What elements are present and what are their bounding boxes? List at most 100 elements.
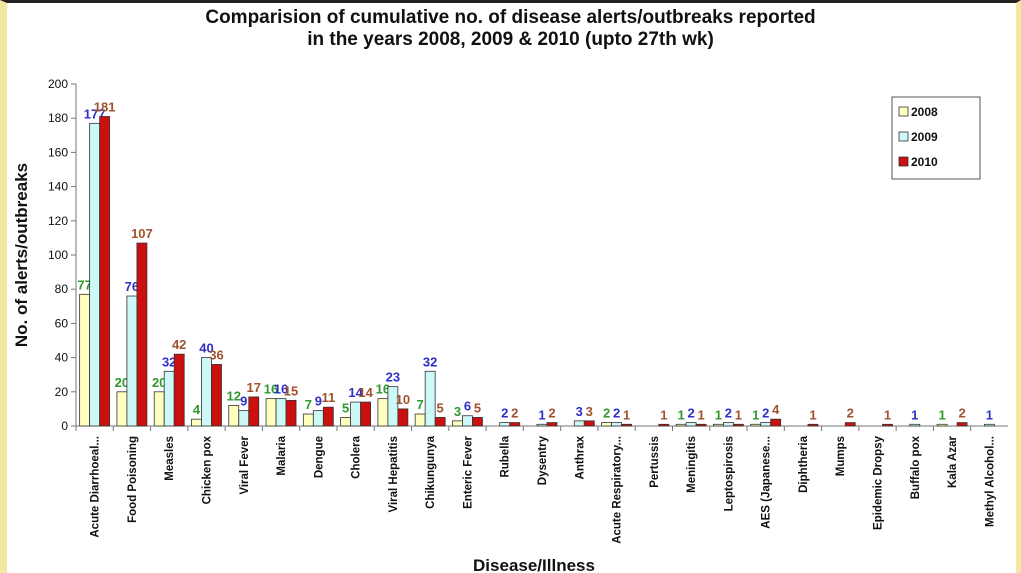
bar-2010 bbox=[322, 406, 334, 427]
x-tick-label: Dysentry bbox=[537, 435, 549, 485]
data-label-2009: 14 bbox=[348, 385, 363, 400]
bar-2008 bbox=[265, 398, 277, 427]
bar-2009 bbox=[275, 398, 287, 427]
bar-2010 bbox=[956, 422, 968, 427]
bar-2010 bbox=[621, 423, 632, 427]
data-label-2010: 15 bbox=[284, 383, 298, 398]
data-label-2009: 32 bbox=[423, 354, 437, 369]
x-tick-label: Cholera bbox=[351, 435, 363, 478]
y-tick-label: 40 bbox=[55, 351, 69, 365]
bar-2010 bbox=[658, 423, 670, 427]
data-label-2009: 3 bbox=[576, 404, 583, 419]
data-label-2010: 1 bbox=[809, 407, 816, 422]
data-label-2010: 2 bbox=[847, 406, 854, 421]
data-label-2009: 1 bbox=[911, 407, 918, 422]
bar-2009 bbox=[723, 422, 734, 427]
data-label-2008: 1 bbox=[678, 407, 685, 422]
bar-2008 bbox=[601, 422, 612, 427]
bar-2010 bbox=[285, 399, 297, 427]
bar-2010 bbox=[807, 423, 819, 427]
bar-2009 bbox=[126, 295, 138, 427]
bar-2009 bbox=[909, 423, 921, 427]
bar-2008 bbox=[191, 418, 202, 427]
data-label-2008: 5 bbox=[342, 400, 349, 415]
bar-2009 bbox=[536, 423, 548, 427]
data-label-2009: 6 bbox=[464, 399, 471, 414]
x-tick-label: Acute Diarrhoeal... bbox=[90, 436, 102, 538]
x-tick-label: Leptospirosis bbox=[723, 436, 735, 511]
bar-2009 bbox=[424, 370, 436, 427]
y-tick-label: 0 bbox=[61, 419, 68, 433]
data-label-2010: 5 bbox=[437, 400, 444, 415]
x-tick-label: Anthrax bbox=[574, 435, 586, 479]
bar-2010 bbox=[733, 423, 744, 427]
bar-2008 bbox=[116, 391, 128, 427]
data-label-2009: 40 bbox=[199, 341, 213, 356]
y-tick-label: 80 bbox=[55, 282, 69, 296]
bar-2010 bbox=[472, 417, 483, 427]
bar-2009 bbox=[462, 415, 473, 427]
data-label-2009: 2 bbox=[725, 406, 732, 421]
bar-2010 bbox=[583, 420, 595, 427]
data-label-2008: 77 bbox=[77, 277, 91, 292]
data-label-2010: 5 bbox=[474, 400, 481, 415]
x-tick-label: Dengue bbox=[313, 436, 325, 478]
x-tick-label: Chikungunya bbox=[425, 435, 437, 508]
x-axis-title: Disease/Illness bbox=[473, 556, 595, 573]
y-tick-label: 20 bbox=[55, 385, 69, 399]
data-label-2009: 2 bbox=[762, 406, 769, 421]
bar-2010 bbox=[844, 422, 856, 427]
data-label-2008: 3 bbox=[454, 404, 461, 419]
bar-2010 bbox=[695, 423, 707, 427]
bar-2009 bbox=[760, 422, 772, 427]
y-tick-label: 180 bbox=[48, 111, 68, 125]
data-label-2009: 2 bbox=[501, 406, 508, 421]
data-label-2010: 11 bbox=[321, 390, 335, 405]
data-label-2009: 76 bbox=[125, 279, 139, 294]
bar-2008 bbox=[302, 413, 314, 427]
bar-2008 bbox=[713, 423, 724, 427]
data-label-2009: 2 bbox=[613, 406, 620, 421]
legend-label-2008: 2008 bbox=[911, 105, 938, 119]
x-tick-label: Acute Respiratory... bbox=[612, 436, 624, 544]
x-tick-label: Viral Hepatitis bbox=[388, 436, 400, 513]
bar-2010 bbox=[770, 418, 782, 427]
data-label-2008: 7 bbox=[305, 397, 312, 412]
data-label-2010: 42 bbox=[172, 337, 186, 352]
data-label-2008: 7 bbox=[417, 397, 424, 412]
bar-2010 bbox=[882, 423, 893, 427]
bar-2009 bbox=[611, 422, 622, 427]
x-tick-label: Mumps bbox=[835, 436, 847, 476]
data-label-2008: 16 bbox=[264, 382, 278, 397]
chart-title-line-1: Comparision of cumulative no. of disease… bbox=[205, 7, 816, 28]
x-tick-label: Rubella bbox=[500, 435, 512, 477]
chart-title-line-2: in the years 2008, 2009 & 2010 (upto 27t… bbox=[307, 29, 714, 50]
bar-2008 bbox=[377, 398, 389, 427]
x-tick-label: AES (Japanese... bbox=[761, 436, 773, 529]
x-tick-label: Meningitis bbox=[686, 436, 698, 493]
y-tick-label: 100 bbox=[48, 248, 68, 262]
y-tick-label: 120 bbox=[48, 214, 68, 228]
data-label-2010: 1 bbox=[623, 407, 630, 422]
bar-2009 bbox=[89, 122, 101, 427]
data-label-2010: 17 bbox=[247, 380, 261, 395]
data-label-2008: 16 bbox=[376, 382, 390, 397]
bar-2008 bbox=[936, 423, 948, 427]
data-label-2008: 20 bbox=[115, 375, 129, 390]
bar-2009 bbox=[685, 422, 697, 427]
data-label-2009: 9 bbox=[315, 394, 322, 409]
bar-2010 bbox=[360, 401, 372, 427]
data-label-2010: 1 bbox=[698, 407, 705, 422]
x-tick-label: Measles bbox=[164, 436, 176, 481]
data-label-2008: 1 bbox=[752, 407, 759, 422]
data-label-2008: 20 bbox=[152, 375, 166, 390]
data-label-2008: 2 bbox=[603, 406, 610, 421]
data-label-2009: 2 bbox=[688, 406, 695, 421]
data-label-2010: 14 bbox=[358, 385, 373, 400]
bar-2008 bbox=[452, 420, 463, 427]
x-tick-label: Buffalo pox bbox=[910, 435, 922, 499]
bar-2008 bbox=[675, 423, 687, 427]
bar-2010 bbox=[509, 422, 521, 427]
data-label-2008: 12 bbox=[227, 388, 241, 403]
